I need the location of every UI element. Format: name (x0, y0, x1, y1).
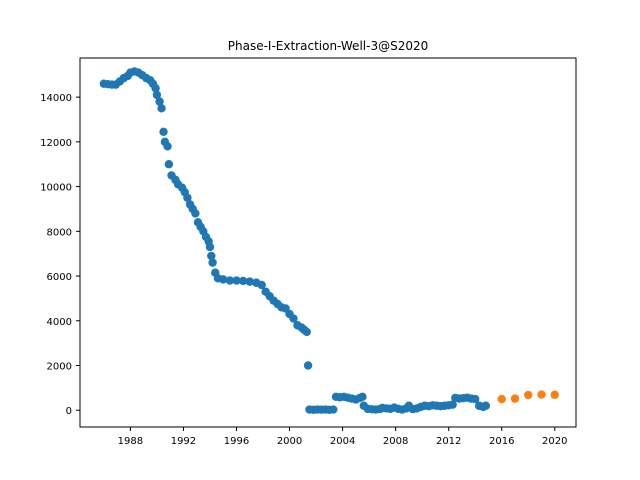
x-axis: 1988 1992 1996 2000 2004 2008 2012 2016 2020 (118, 427, 568, 447)
data-point-s0-67 (329, 405, 338, 414)
data-point-s0-108 (481, 401, 491, 410)
data-point-s0-60 (303, 361, 313, 370)
x-tick-label-3: 2000 (277, 436, 302, 447)
data-point-s1-1 (510, 394, 520, 403)
x-tick-label-7: 2016 (489, 436, 514, 447)
data-point-s1-4 (550, 390, 559, 399)
data-point-s0-14 (151, 83, 160, 93)
y-tick-label-0: 0 (66, 406, 72, 417)
data-point-s1-0 (497, 394, 506, 404)
data-point-s0-36 (205, 242, 215, 252)
y-tick-label-7: 14000 (40, 93, 72, 104)
plot-frame (79, 57, 577, 428)
data-point-s0-41 (219, 275, 228, 284)
data-point-s0-21 (164, 160, 174, 169)
data-point-s0-15 (152, 90, 162, 100)
data-point-s0-99 (448, 400, 457, 409)
x-tick-label-5: 2008 (383, 436, 408, 447)
data-point-s0-18 (159, 127, 168, 136)
data-point-s0-44 (238, 276, 248, 286)
x-tick-label-1: 1992 (171, 436, 196, 447)
y-tick-label-2: 4000 (47, 317, 72, 328)
y-tick-label-5: 10000 (40, 183, 72, 194)
data-point-s0-55 (289, 314, 298, 323)
data-point-s0-59 (302, 327, 311, 337)
data-point-s0-43 (232, 276, 241, 285)
data-point-s0-105 (471, 394, 480, 404)
data-point-s0-16 (155, 97, 164, 106)
chart-title: Phase-I-Extraction-Well-3@S2020 (228, 39, 428, 53)
data-point-s0-38 (208, 258, 217, 267)
data-point-s0-17 (157, 104, 166, 113)
data-point-s0-45 (245, 277, 254, 286)
data-point-s1-2 (524, 390, 533, 400)
x-tick-label-4: 2004 (330, 436, 355, 447)
y-tick-label-3: 6000 (47, 272, 72, 283)
data-point-s0-47 (257, 280, 266, 290)
y-tick-label-4: 8000 (47, 227, 72, 238)
x-tick-label-2: 1996 (224, 436, 249, 447)
y-tick-label-1: 2000 (47, 362, 72, 373)
data-point-s0-42 (225, 276, 235, 285)
x-tick-label-8: 2020 (542, 436, 567, 447)
x-tick-label-6: 2012 (436, 436, 461, 447)
data-point-s0-75 (358, 392, 367, 402)
y-tick-label-6: 12000 (40, 138, 72, 149)
data-point-s0-27 (183, 193, 192, 202)
y-axis: 0 2000 4000 6000 8000 10000 12000 14000 (40, 93, 80, 417)
data-point-s0-30 (191, 209, 200, 218)
data-point-s0-37 (207, 251, 216, 261)
x-tick-label-0: 1988 (118, 436, 143, 447)
data-point-s1-3 (537, 390, 546, 399)
data-point-s0-20 (163, 142, 172, 151)
points-layer (99, 67, 559, 414)
